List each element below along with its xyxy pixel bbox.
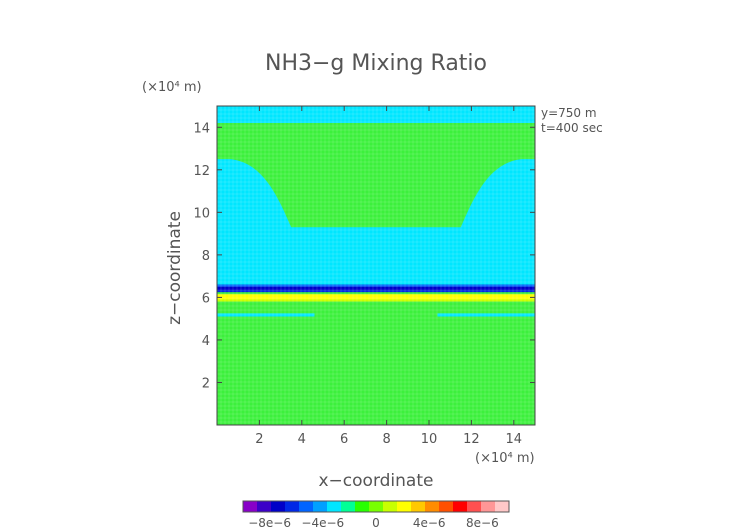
y-tick-label: 8 [202,249,210,264]
y-tick-label: 6 [202,291,210,306]
colorbar-swatch [355,501,370,512]
y-tick-label: 4 [202,334,210,349]
x-tick-label: 14 [506,432,523,447]
colorbar-swatch [369,501,384,512]
colorbar-swatch [327,501,342,512]
colorbar-tick-label: 0 [372,516,380,530]
colorbar-swatch [341,501,356,512]
field-strong-negative-band [217,284,535,293]
annotation-y: y=750 m [541,106,597,120]
colorbar-swatch [467,501,482,512]
colorbar-swatch [299,501,314,512]
colorbar-swatch [453,501,468,512]
colorbar-swatch [397,501,412,512]
colorbar-swatch [439,501,454,512]
field-mid-layer [217,227,535,285]
annotation-t: t=400 sec [541,121,603,135]
colorbar-swatch [383,501,398,512]
x-tick-label: 2 [255,432,263,447]
colorbar-swatch [257,501,272,512]
x-tick-label: 12 [463,432,480,447]
x-tick-label: 4 [298,432,306,447]
chart-title: NH3−g Mixing Ratio [265,51,487,76]
y-tick-label: 14 [193,121,210,136]
y-unit-label: (×10⁴ m) [142,80,202,95]
x-tick-label: 10 [421,432,438,447]
plot-grid [217,106,535,425]
colorbar-swatch [285,501,300,512]
colorbar-swatch [425,501,440,512]
x-axis-label: x−coordinate [319,471,434,491]
colorbar-swatch [481,501,496,512]
field-top-layer [217,106,535,124]
y-tick-label: 12 [193,164,210,179]
colorbar-swatch [271,501,286,512]
x-tick-label: 8 [382,432,390,447]
colorbar [242,500,510,513]
colorbar-swatch [313,501,328,512]
y-tick-label: 2 [202,376,210,391]
y-axis-label: z−coordinate [165,211,185,325]
field-positive-band [217,294,535,300]
x-tick-label: 6 [340,432,348,447]
field-band-edge-bottom [217,290,535,293]
colorbar-swatch [243,501,258,512]
x-unit-label: (×10⁴ m) [475,451,535,466]
colorbar-tick-label: 4e−6 [413,516,446,530]
field-left-thin-strip [217,313,315,317]
field-band-edge-top [217,284,535,287]
colorbar-tick-label: −8e−6 [248,516,291,530]
field-right-thin-strip [437,313,535,317]
x-axis: 2 4 6 8 10 12 14 [255,106,522,447]
field-positive-band-edge [217,299,535,302]
y-axis: 2 4 6 8 10 12 14 [193,121,535,391]
y-tick-label: 10 [193,206,210,221]
plot-area [217,106,535,425]
field-left-plume [217,159,292,232]
colorbar-tick-label: −4e−6 [301,516,344,530]
plot-frame [216,105,536,426]
colorbar-swatch [495,501,510,512]
colorbar-tick-label: 8e−6 [466,516,499,530]
colorbar-labels: −8e−6 −4e−6 0 4e−6 8e−6 [248,516,499,530]
colorbar-frame [242,500,510,513]
field-right-plume [460,159,535,232]
colorbar-swatch [411,501,426,512]
